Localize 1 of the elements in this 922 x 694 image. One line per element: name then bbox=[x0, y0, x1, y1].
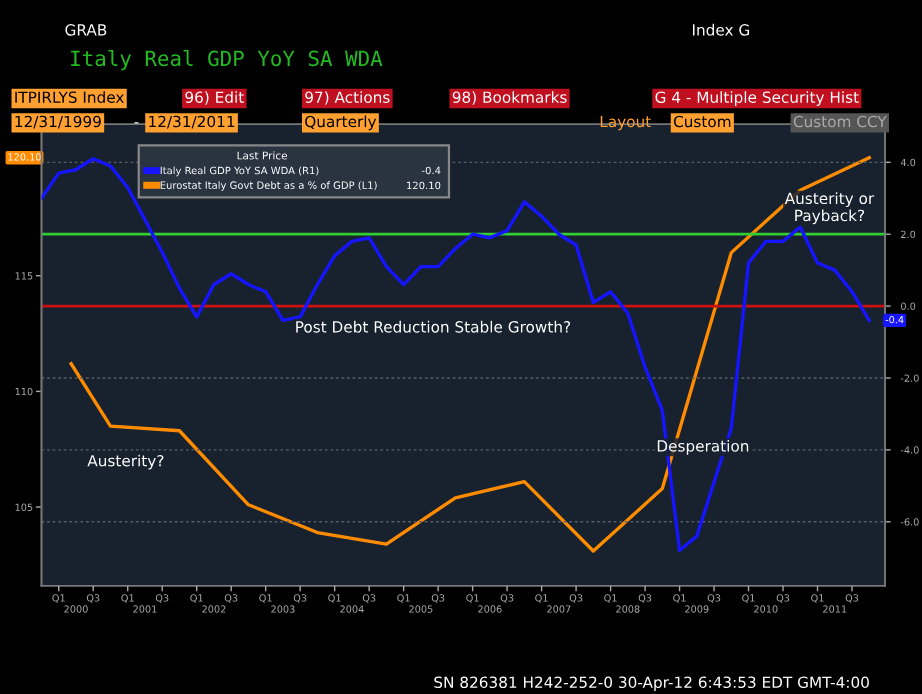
chart-title: Italy Real GDP YoY SA WDA bbox=[71, 49, 383, 71]
